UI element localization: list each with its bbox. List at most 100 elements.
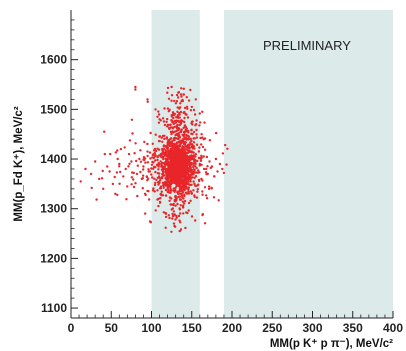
data-point: [194, 184, 198, 187]
data-point: [175, 169, 178, 172]
data-point: [90, 186, 93, 190]
data-point: [170, 132, 173, 136]
data-point: [176, 154, 179, 158]
data-point: [205, 194, 208, 197]
data-point: [192, 164, 195, 167]
data-point: [190, 191, 193, 195]
data-point: [177, 195, 180, 199]
data-point: [221, 167, 224, 171]
data-point: [182, 135, 186, 138]
data-point: [212, 196, 216, 199]
data-point: [141, 174, 145, 177]
data-point: [182, 149, 186, 152]
data-point: [200, 157, 203, 160]
data-point: [176, 106, 179, 109]
data-point: [203, 148, 207, 151]
data-point: [100, 177, 104, 180]
data-point: [186, 116, 190, 119]
data-point: [173, 99, 176, 103]
data-point: [130, 183, 133, 186]
data-point: [176, 116, 180, 120]
data-point: [204, 171, 208, 174]
data-point: [157, 110, 160, 113]
data-point: [116, 193, 119, 197]
data-point: [168, 216, 171, 220]
data-point: [172, 202, 175, 206]
data-point: [173, 213, 176, 216]
data-point: [157, 113, 161, 116]
data-point: [187, 186, 190, 189]
data-point: [181, 119, 184, 123]
data-point: [224, 143, 227, 147]
data-point: [192, 157, 195, 160]
data-point: [187, 175, 190, 178]
data-point: [208, 139, 211, 142]
data-point: [166, 117, 169, 121]
data-point: [154, 149, 158, 153]
data-point: [200, 133, 203, 136]
data-point: [185, 165, 189, 168]
data-point: [177, 91, 181, 94]
x-tick-label: 0: [68, 321, 75, 335]
data-point: [109, 152, 112, 156]
data-point: [166, 190, 169, 194]
data-point: [165, 161, 169, 164]
data-point: [175, 216, 178, 219]
data-point: [118, 162, 121, 166]
data-point: [162, 186, 165, 189]
data-point: [183, 120, 186, 124]
data-point: [165, 120, 168, 124]
data-point: [154, 108, 157, 111]
data-point: [192, 180, 195, 183]
data-point: [167, 184, 170, 187]
data-point: [146, 98, 149, 101]
data-point: [181, 196, 184, 199]
data-point: [189, 169, 192, 172]
data-point: [170, 188, 173, 192]
data-point: [168, 173, 172, 177]
data-point: [171, 120, 174, 123]
data-point: [210, 187, 213, 190]
data-point: [177, 128, 180, 132]
y-tick-label: 1200: [40, 251, 67, 265]
data-point: [169, 187, 172, 190]
data-point: [180, 95, 183, 98]
data-point: [167, 97, 171, 101]
x-axis: 0 50 100 150 200 250 300 350 400: [68, 311, 403, 335]
data-point: [198, 162, 201, 166]
data-point: [148, 170, 152, 173]
data-point: [201, 213, 204, 217]
data-point: [174, 204, 177, 207]
data-point: [174, 200, 177, 203]
x-tick-label: 300: [302, 321, 322, 335]
data-point: [178, 229, 181, 233]
data-point: [185, 96, 188, 99]
data-point: [187, 138, 190, 141]
data-point: [183, 199, 187, 203]
data-point: [131, 132, 134, 135]
data-point: [144, 161, 147, 164]
y-tick-label: 1300: [40, 202, 67, 216]
data-point: [186, 154, 189, 158]
data-point: [185, 192, 189, 195]
data-point: [153, 177, 156, 180]
data-point: [169, 171, 173, 175]
data-point: [153, 159, 157, 162]
data-point: [159, 152, 163, 156]
data-point: [195, 136, 199, 139]
data-point: [184, 166, 187, 170]
data-point: [168, 196, 172, 199]
data-point: [191, 145, 194, 148]
data-point: [180, 128, 183, 131]
data-point: [208, 160, 211, 163]
data-point: [138, 157, 141, 161]
data-point: [171, 212, 174, 216]
data-point: [149, 157, 152, 160]
data-point: [153, 147, 157, 151]
data-point: [171, 143, 174, 146]
data-point: [196, 188, 199, 191]
data-point: [168, 157, 171, 160]
data-point: [151, 142, 154, 145]
data-point: [181, 99, 184, 103]
data-point: [172, 112, 175, 115]
